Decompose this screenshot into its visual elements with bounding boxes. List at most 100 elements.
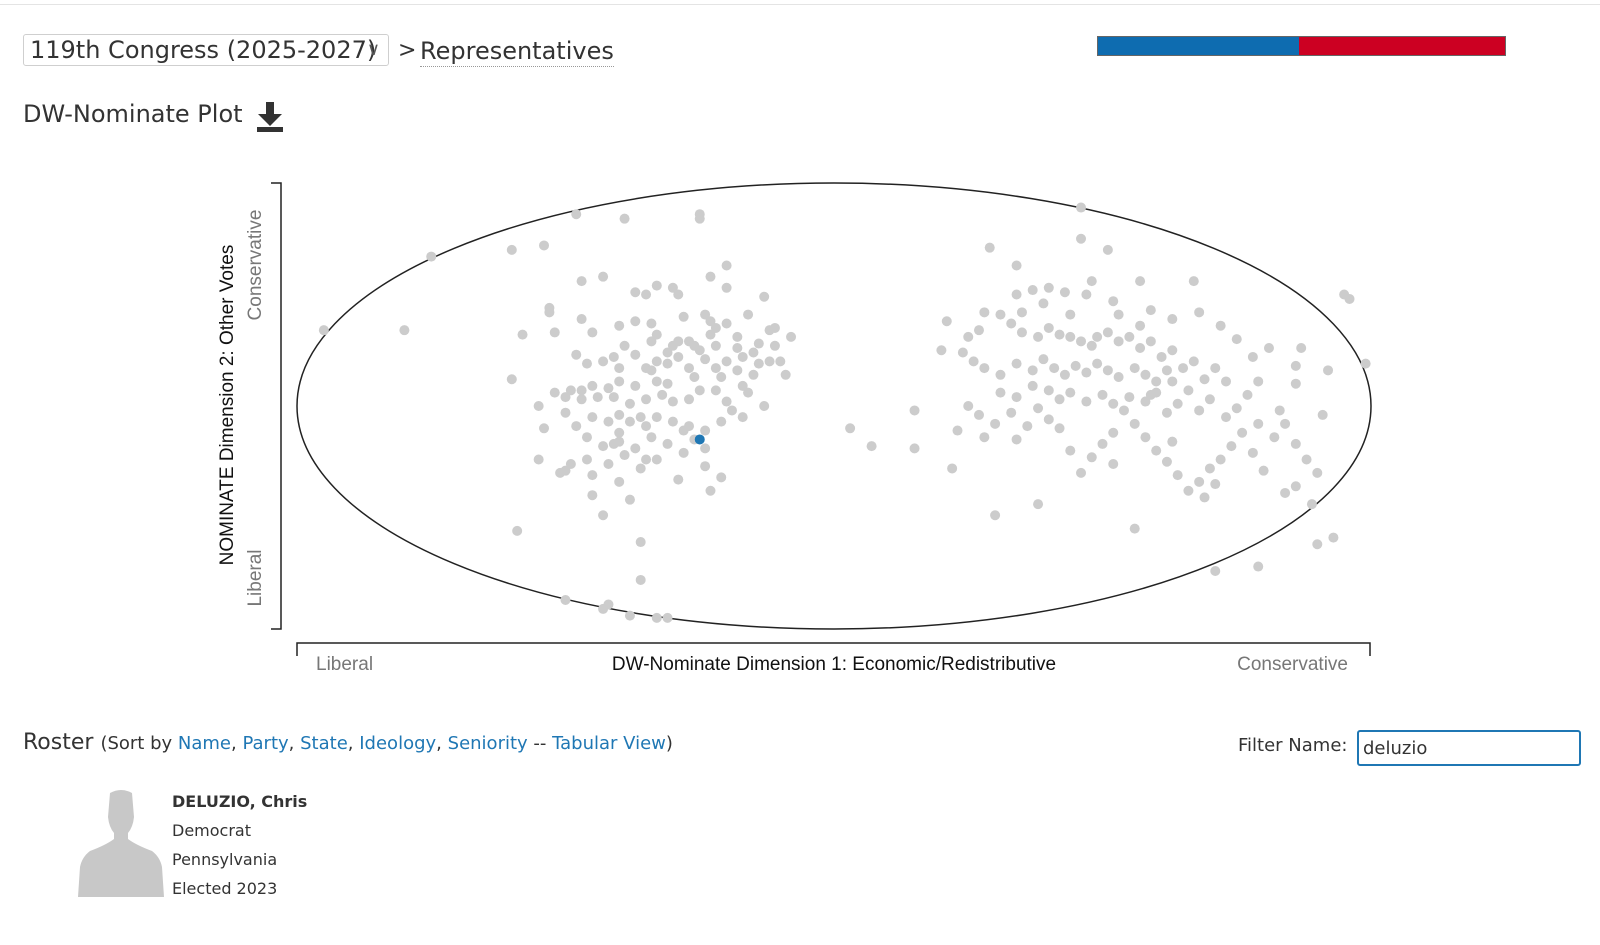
member-point[interactable] [512,525,523,536]
member-point[interactable] [1108,398,1119,409]
member-point[interactable] [694,345,705,356]
member-point[interactable] [1016,327,1027,338]
member-point[interactable] [635,574,646,585]
member-point[interactable] [1135,320,1146,331]
tabular-view-link[interactable]: Tabular View [552,733,666,754]
member-point[interactable] [565,458,576,469]
member-point[interactable] [576,385,587,396]
member-point[interactable] [1215,454,1226,465]
member-point[interactable] [533,454,544,465]
member-point[interactable] [571,349,582,360]
member-point[interactable] [1188,356,1199,367]
member-point[interactable] [780,369,791,380]
member-point[interactable] [587,412,598,423]
member-point[interactable] [1323,365,1334,376]
member-point[interactable] [1204,394,1215,405]
member-point[interactable] [641,289,652,300]
member-point[interactable] [1070,360,1081,371]
member-point[interactable] [1086,276,1097,287]
member-point[interactable] [576,276,587,287]
member-point[interactable] [1140,396,1151,407]
member-point[interactable] [979,432,990,443]
sort-by-name-link[interactable]: Name [177,733,231,754]
member-point[interactable] [1290,438,1301,449]
member-point[interactable] [651,329,662,340]
member-point[interactable] [571,421,582,432]
member-point[interactable] [1102,244,1113,255]
member-point[interactable] [1108,296,1119,307]
member-point[interactable] [1076,336,1087,347]
member-point[interactable] [1199,374,1210,385]
member-point[interactable] [673,351,684,362]
member-point[interactable] [710,385,721,396]
member-point[interactable] [1076,202,1087,213]
member-point[interactable] [1038,354,1049,365]
member-point[interactable] [1312,539,1323,550]
member-point[interactable] [716,472,727,483]
member-point[interactable] [614,409,625,420]
member-point[interactable] [587,380,598,391]
download-icon[interactable] [255,100,285,132]
member-point[interactable] [1269,432,1280,443]
member-point[interactable] [318,325,329,336]
member-point[interactable] [630,349,641,360]
member-point[interactable] [667,340,678,351]
member-point[interactable] [678,425,689,436]
member-point[interactable] [764,325,775,336]
member-point[interactable] [1290,378,1301,389]
member-point[interactable] [1247,447,1258,458]
member-point[interactable] [1167,314,1178,325]
member-point[interactable] [587,470,598,481]
member-point[interactable] [694,385,705,396]
member-point[interactable] [1113,372,1124,383]
member-point[interactable] [684,336,695,347]
member-point[interactable] [995,369,1006,380]
member-point[interactable] [1194,405,1205,416]
member-point[interactable] [1043,385,1054,396]
member-point[interactable] [968,356,979,367]
member-point[interactable] [646,365,657,376]
member-point[interactable] [1161,365,1172,376]
member-point[interactable] [662,612,673,623]
member-point[interactable] [673,474,684,485]
member-point[interactable] [1092,358,1103,369]
member-point[interactable] [1011,434,1022,445]
member-point[interactable] [603,416,614,427]
member-point[interactable] [984,242,995,253]
member-point[interactable] [1076,467,1087,478]
member-point[interactable] [1011,358,1022,369]
member-point[interactable] [1161,456,1172,467]
member-point[interactable] [673,289,684,300]
member-point[interactable] [941,316,952,327]
member-point[interactable] [662,358,673,369]
member-point[interactable] [581,432,592,443]
sort-by-ideology-link[interactable]: Ideology [359,733,437,754]
member-point[interactable] [721,318,732,329]
sort-by-party-link[interactable]: Party [242,733,289,754]
member-point[interactable] [1043,282,1054,293]
member-point[interactable] [635,412,646,423]
member-point[interactable] [743,387,754,398]
member-point[interactable] [646,318,657,329]
member-point[interactable] [1027,285,1038,296]
member-point[interactable] [737,380,748,391]
member-point[interactable] [1183,385,1194,396]
member-point[interactable] [544,307,555,318]
member-point[interactable] [624,398,635,409]
member-point[interactable] [764,356,775,367]
member-point[interactable] [726,405,737,416]
member-point[interactable] [769,340,780,351]
member-point[interactable] [995,387,1006,398]
member-point[interactable] [667,416,678,427]
congress-select[interactable]: 119th Congress (2025-2027) ∨ [23,34,389,66]
member-point[interactable] [1145,389,1156,400]
member-point[interactable] [1210,363,1221,374]
member-point[interactable] [1328,532,1339,543]
member-point[interactable] [1086,340,1097,351]
member-point[interactable] [1258,465,1269,476]
member-point[interactable] [1194,476,1205,487]
member-point[interactable] [587,327,598,338]
member-point[interactable] [721,356,732,367]
member-point[interactable] [614,427,625,438]
member-point[interactable] [1027,380,1038,391]
